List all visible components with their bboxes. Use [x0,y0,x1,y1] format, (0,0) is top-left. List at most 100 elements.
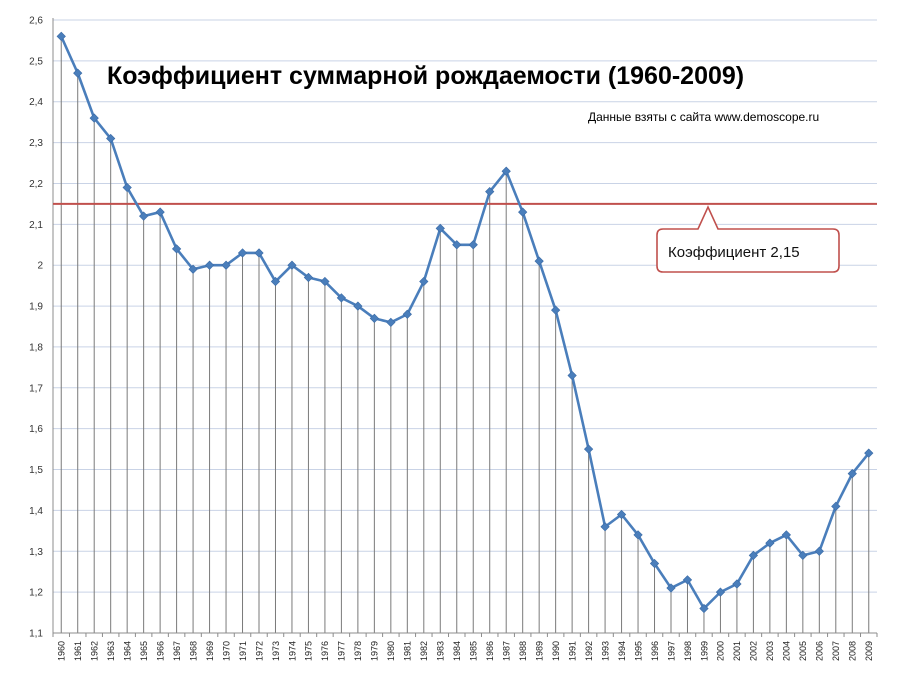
data-markers [56,31,874,614]
data-point-marker [188,264,198,274]
data-point-marker [600,522,610,532]
x-tick-label: 1979 [370,641,380,661]
x-tick-label: 1961 [73,641,83,661]
data-point-marker [303,272,314,283]
data-point-marker [320,276,330,287]
data-point-marker [583,444,594,454]
y-tick-label: 2,3 [29,138,43,149]
y-tick-label: 1,5 [29,465,43,476]
data-point-marker [798,550,808,560]
y-tick-labels: 1,1 1,2 1,3 1,4 1,5 1,6 1,7 1,8 1,9 2 2,1 2,2 2,3 2,4… [29,16,43,640]
data-point-marker [649,558,660,569]
y-tick-label: 1,6 [29,424,43,435]
data-point-marker [748,550,759,560]
chart-title: Коэффициент суммарной рождаемости (1960-… [107,62,744,90]
data-point-marker [452,240,462,250]
y-tick-label: 1,7 [29,383,43,394]
x-tick-label: 1967 [172,641,182,661]
x-tick-label: 1982 [419,641,429,661]
data-point-marker [171,244,182,254]
y-tick-label: 2,1 [29,220,43,231]
data-point-marker [386,317,396,328]
x-tick-label: 2007 [831,641,841,661]
data-point-marker [73,68,83,78]
reference-callout: Коэффициент 2,15 [656,205,840,273]
x-tick-label: 2008 [848,641,858,661]
y-tick-label: 1,4 [29,506,43,517]
data-point-marker [287,260,297,270]
data-point-marker [567,370,577,381]
data-point-marker [402,309,412,319]
data-point-marker [518,207,528,217]
x-tick-label: 1990 [551,641,561,661]
data-point-marker [56,31,66,41]
x-tick-label: 1988 [518,641,528,661]
data-point-marker [682,575,693,585]
x-tick-label: 2006 [815,641,825,661]
x-tick-label: 1976 [320,641,330,661]
x-tick-label: 1985 [469,641,479,661]
data-point-marker [699,603,709,614]
data-point-marker [715,587,726,597]
axes [52,18,878,637]
y-tick-label: 2 [37,261,43,272]
data-point-marker [485,187,495,197]
x-tick-label: 2000 [716,641,726,661]
data-point-marker [419,276,429,287]
data-point-marker [666,583,676,593]
x-tick-label: 1970 [221,641,231,661]
data-point-marker [847,468,857,479]
x-tick-label: 1999 [699,641,709,661]
x-tick-label: 1972 [254,641,264,661]
x-tick-label: 2002 [749,641,759,661]
x-tick-label: 1998 [683,641,693,661]
data-point-marker [765,538,775,548]
data-point-marker [369,313,379,323]
data-point-marker [468,240,478,250]
y-tick-label: 2,5 [29,56,43,67]
x-tick-label: 1986 [485,641,495,661]
data-point-marker [501,166,511,176]
data-point-marker [204,260,215,270]
data-point-marker [353,301,363,311]
x-tick-label: 1973 [271,641,281,661]
y-tick-label: 1,9 [29,302,43,313]
x-tick-label: 2004 [782,641,792,661]
x-tick-label: 2005 [798,641,808,661]
y-tick-label: 1,3 [29,547,43,558]
data-point-marker [122,182,132,193]
x-tick-label: 1971 [238,641,248,661]
drop-lines [60,36,870,633]
x-tick-label: 1965 [139,641,149,661]
y-tick-label: 1,8 [29,342,43,353]
x-tick-label: 2001 [732,641,742,661]
x-tick-label: 2003 [765,641,775,661]
chart-subtitle: Данные взяты с сайта www.demoscope.ru [588,110,819,124]
data-point-marker [732,579,742,589]
data-point-marker [270,276,281,287]
data-point-marker [435,223,445,234]
x-tick-label: 1994 [617,641,627,661]
x-tick-label: 1969 [205,641,215,661]
x-tick-label: 1963 [106,641,116,661]
x-tick-label: 1993 [600,641,610,661]
data-point-marker [781,530,791,540]
x-tick-label: 1968 [188,641,198,661]
data-point-marker [89,113,99,123]
data-point-marker [534,256,544,266]
data-point-marker [254,248,264,258]
data-point-marker [221,260,231,270]
x-tick-label: 1983 [436,641,446,661]
y-tick-label: 2,4 [29,97,43,108]
x-tick-label: 1996 [650,641,660,661]
x-tick-label: 1966 [155,641,165,661]
x-tick-label: 1962 [90,641,100,661]
data-point-marker [616,509,627,520]
x-tick-label: 1984 [452,641,462,661]
x-tick-label: 1997 [666,641,676,661]
y-tick-label: 1,1 [29,629,43,640]
x-tick-label: 1960 [57,641,67,661]
x-tick-label: 1995 [633,641,643,661]
x-tick-label: 1977 [337,641,347,661]
y-tick-label: 2,2 [29,179,43,190]
